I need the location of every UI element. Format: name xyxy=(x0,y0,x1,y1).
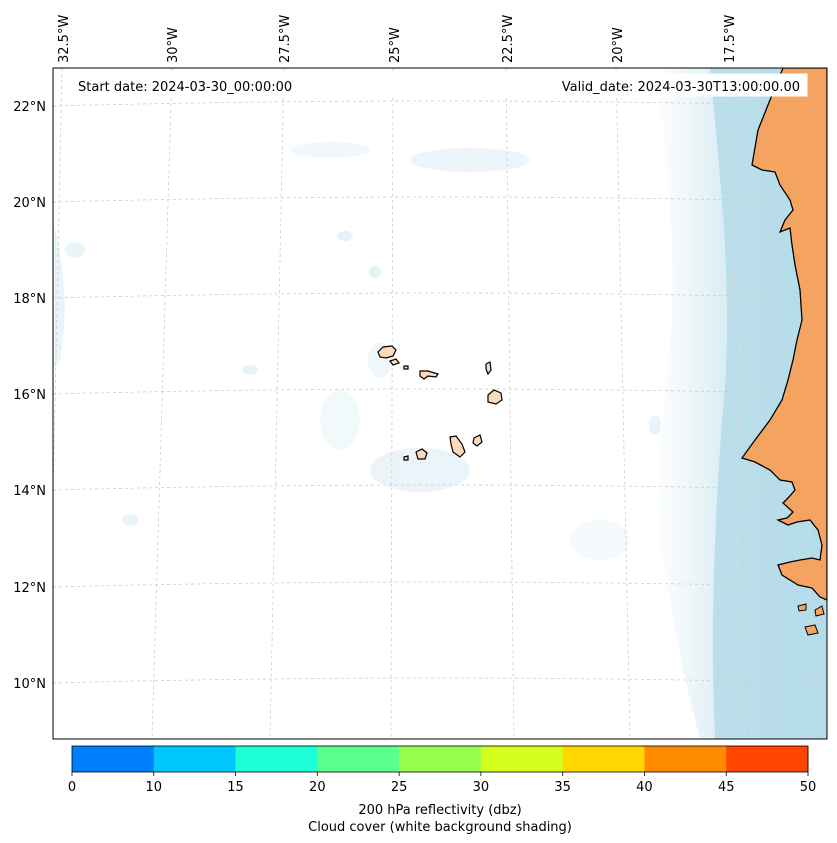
colorbar-segment xyxy=(726,746,809,772)
island-boa-vista xyxy=(487,389,503,405)
colorbar-tick-label: 20 xyxy=(309,780,326,795)
colorbar-segment xyxy=(317,746,400,772)
colorbar-tick-label: 50 xyxy=(800,780,817,795)
island-fogo xyxy=(415,448,428,460)
island-santiago xyxy=(449,435,466,458)
colorbar-segment xyxy=(480,746,564,772)
colorbar-segment xyxy=(562,746,645,772)
lon-label: 30°W xyxy=(166,27,181,63)
latitude-labels: 22°N 20°N 18°N 16°N 14°N 12°N 10°N xyxy=(13,100,46,692)
lon-label: 22.5°W xyxy=(501,15,516,63)
island-sal xyxy=(485,361,492,376)
island-santo-antao xyxy=(377,345,397,359)
colorbar-segment xyxy=(644,746,727,772)
island-sao-nicolau xyxy=(419,370,439,380)
africa-land xyxy=(740,68,827,601)
graticule xyxy=(53,68,827,739)
colorbar-tick-label: 10 xyxy=(146,780,163,795)
colorbar-tick-label: 35 xyxy=(554,780,571,795)
lat-label: 14°N xyxy=(13,484,46,499)
colorbar-segment xyxy=(72,746,155,772)
start-date-label: Start date: 2024-03-30_00:00:00 xyxy=(78,80,292,95)
lon-label: 17.5°W xyxy=(723,15,738,63)
lat-label: 20°N xyxy=(13,196,46,211)
island-maio xyxy=(472,434,483,447)
colorbar-segment xyxy=(235,746,318,772)
header-box xyxy=(69,73,808,97)
bijagos-islands xyxy=(797,603,825,636)
valid-date-label: Valid_date: 2024-03-30T13:00:00.00 xyxy=(562,80,800,95)
colorbar-segments xyxy=(72,746,809,772)
island-brava xyxy=(403,455,409,461)
colorbar-label-line1: 200 hPa reflectivity (dbz) xyxy=(358,803,521,818)
lat-label: 12°N xyxy=(13,581,46,596)
map-frame xyxy=(52,67,828,740)
colorbar-segment xyxy=(399,746,482,772)
lon-label: 25°W xyxy=(388,27,403,63)
lon-label: 20°W xyxy=(611,27,626,63)
colorbar-tick-label: 0 xyxy=(68,780,76,795)
island-sao-vicente xyxy=(389,358,400,366)
lat-label: 22°N xyxy=(13,100,46,115)
lon-label: 32.5°W xyxy=(57,15,72,63)
map-panel[interactable]: Start date: 2024-03-30_00:00:00 Valid_da… xyxy=(48,68,827,739)
colorbar-label-line2: Cloud cover (white background shading) xyxy=(308,820,572,835)
colorbar-tick-label: 15 xyxy=(227,780,244,795)
colorbar-tick-label: 30 xyxy=(473,780,490,795)
colorbar-tick-label: 45 xyxy=(718,780,735,795)
lat-label: 18°N xyxy=(13,292,46,307)
longitude-labels: 32.5°W 30°W 27.5°W 25°W 22.5°W 20°W 17.5… xyxy=(57,15,738,63)
colorbar-tick-label: 25 xyxy=(391,780,408,795)
colorbar-tick-label: 40 xyxy=(636,780,653,795)
colorbar: 0 10 15 20 25 30 35 40 45 50 200 hPa reflectivity… xyxy=(68,745,816,835)
colorbar-segment xyxy=(153,746,237,772)
cape-verde-islands xyxy=(377,345,503,461)
colorbar-frame xyxy=(71,745,809,773)
island-santa-luzia xyxy=(403,365,409,370)
lat-label: 10°N xyxy=(13,677,46,692)
lat-label: 16°N xyxy=(13,388,46,403)
colorbar-ticks: 0 10 15 20 25 30 35 40 45 50 xyxy=(68,772,816,795)
lon-label: 27.5°W xyxy=(278,15,293,63)
